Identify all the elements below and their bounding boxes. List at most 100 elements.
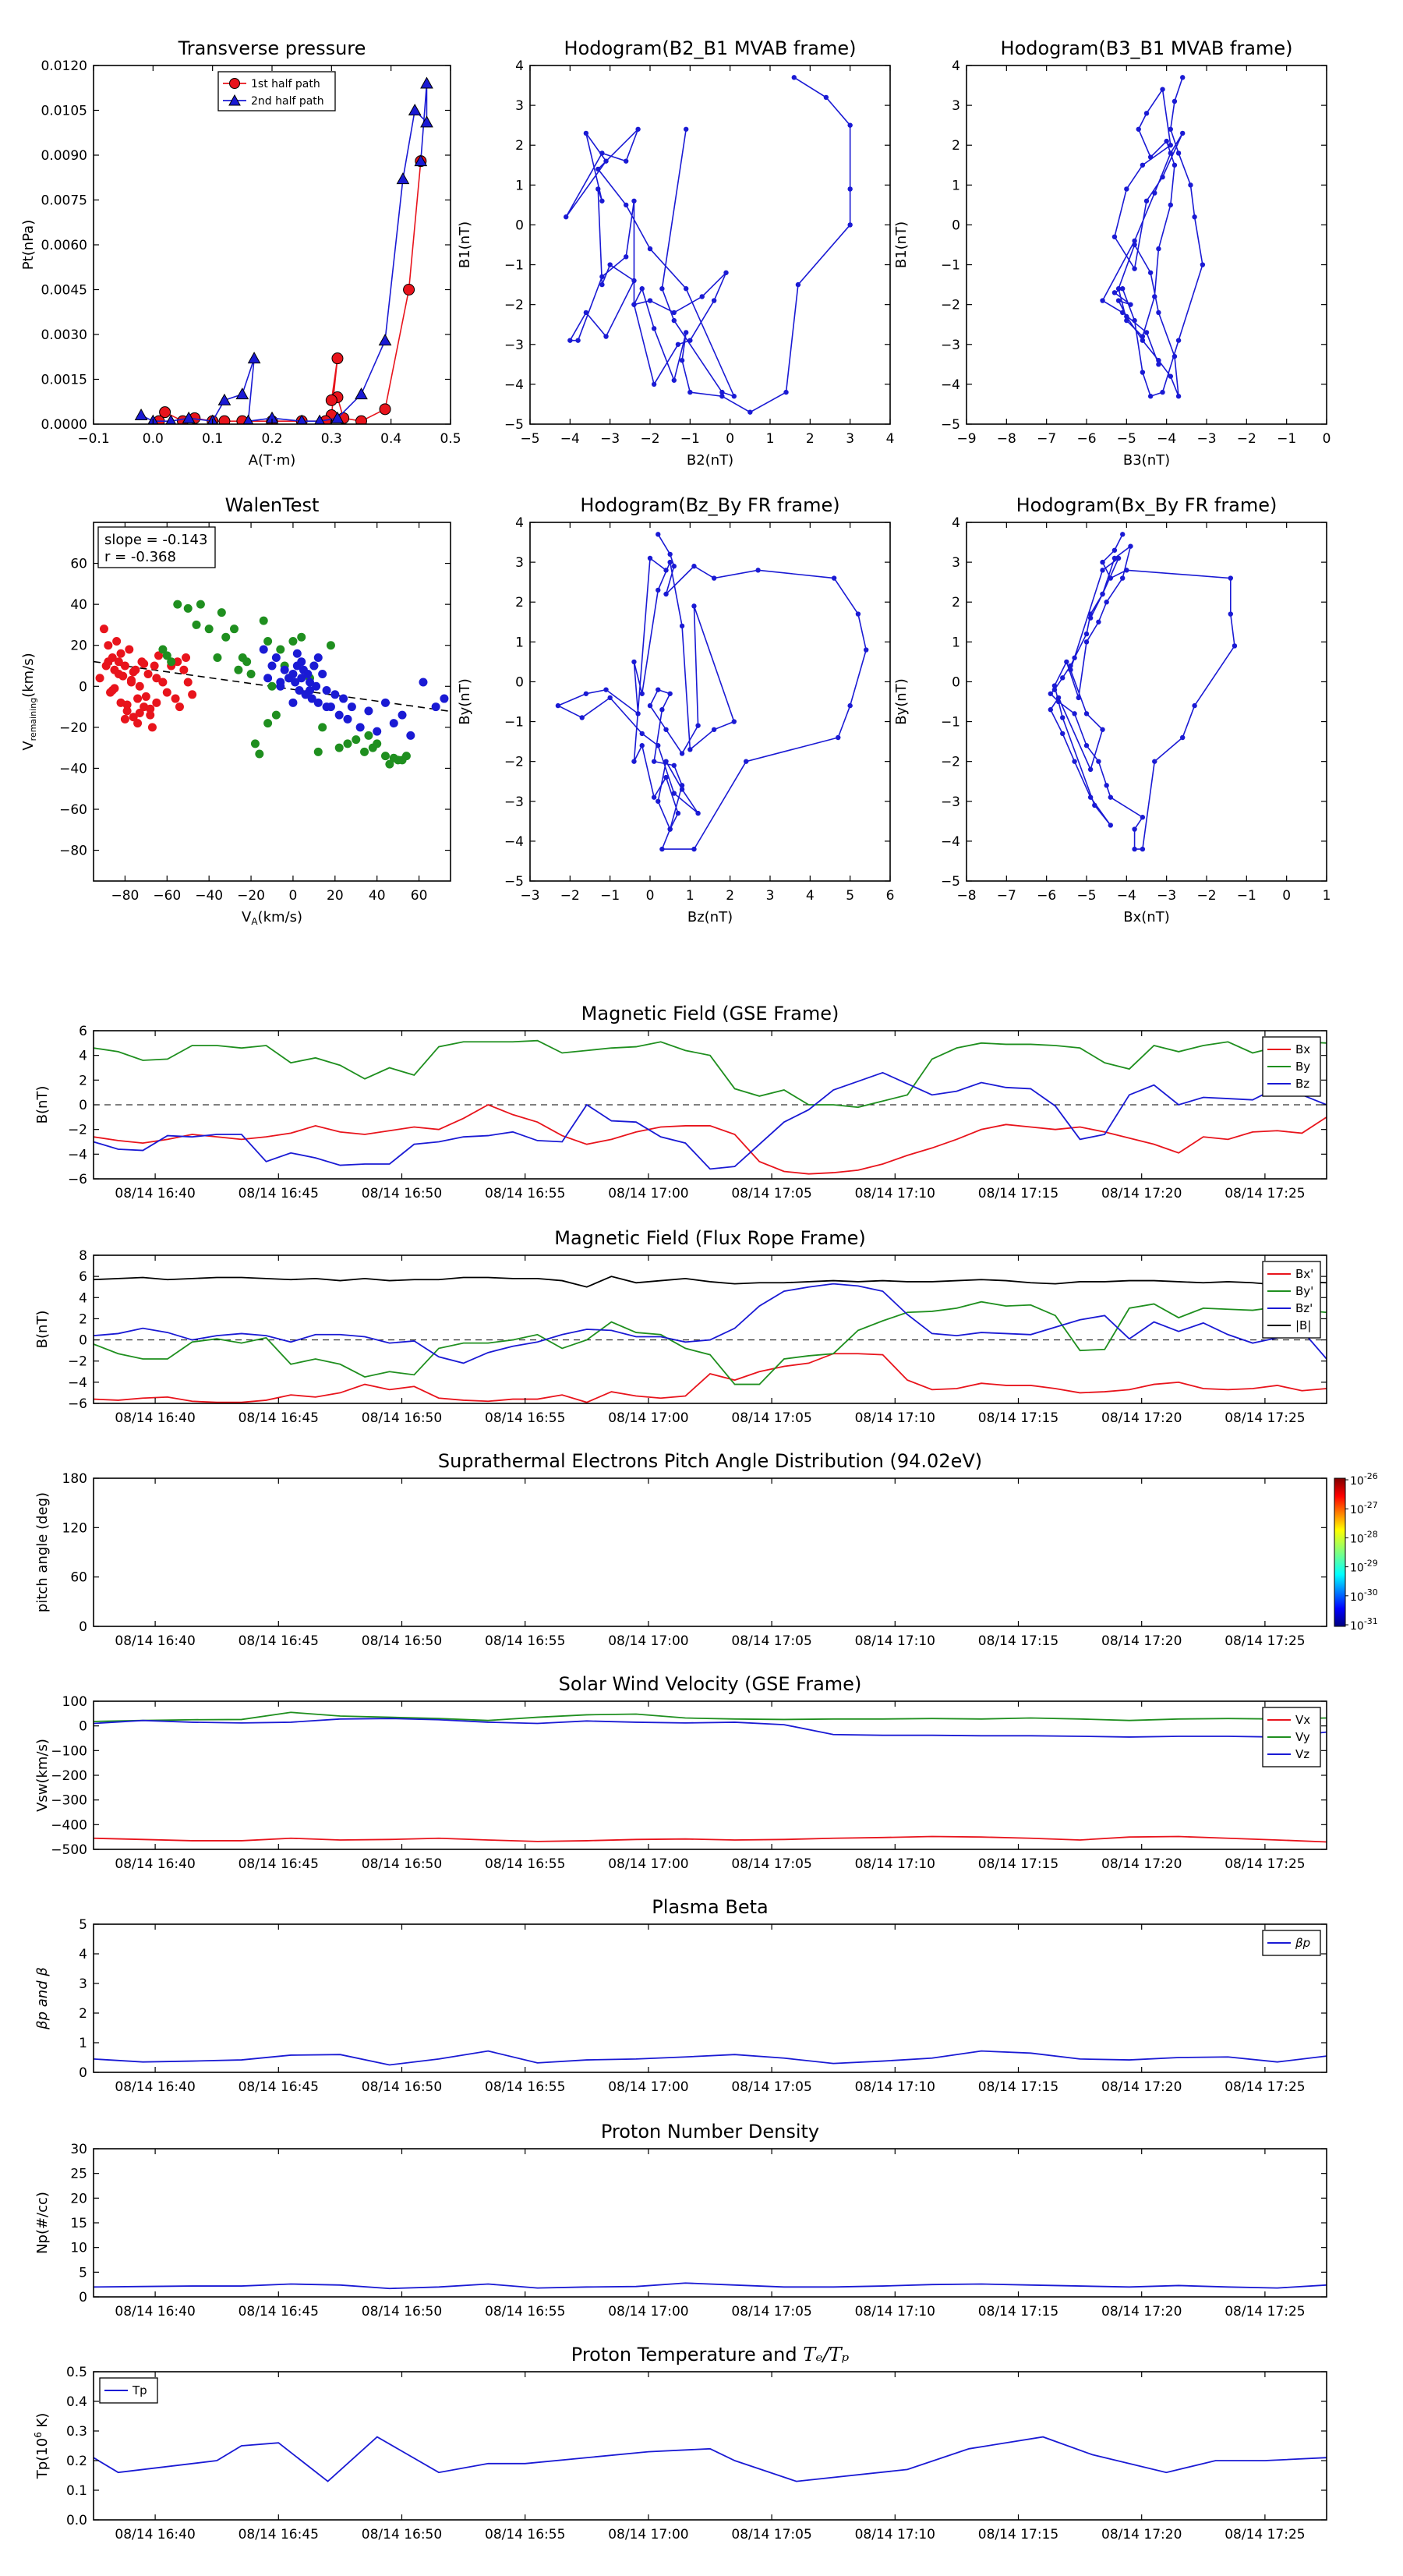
vsw-chart: Solar Wind Velocity (GSE Frame) −500 −400 −…: [34, 1673, 1327, 1872]
series-point: [1156, 358, 1161, 363]
series-point: [331, 352, 344, 365]
x-tick-label: −1: [600, 888, 620, 904]
series-point: [1108, 794, 1114, 800]
y-tick-label: 0.5: [66, 2365, 87, 2380]
series-point: [1083, 631, 1090, 637]
series-point: [322, 686, 331, 695]
series-point: [639, 691, 645, 696]
x-tick-label: 08/14 16:50: [362, 2527, 442, 2542]
series-line-Vz: [94, 1718, 1327, 1738]
axes-frame: [966, 522, 1327, 882]
chart-title: Hodogram(Bz_By FR frame): [580, 494, 839, 516]
series-point: [165, 414, 177, 424]
series-point: [1100, 727, 1105, 732]
series-point: [1232, 643, 1238, 649]
y-tick-label: −2: [68, 1354, 87, 1370]
y-tick-label: −200: [51, 1768, 87, 1784]
y-tick-label: −1: [504, 715, 524, 731]
series-point: [1140, 338, 1146, 343]
pad-chart: Suprathermal Electrons Pitch Angle Distr…: [34, 1450, 1378, 1649]
x-tick-label: 1: [686, 888, 694, 904]
series-point: [1128, 302, 1133, 307]
x-tick-label: 08/14 16:40: [115, 1633, 195, 1649]
series-point: [396, 172, 410, 185]
series-point: [847, 122, 853, 128]
series-point: [288, 636, 298, 646]
legend-marker: [228, 94, 241, 106]
series-point: [555, 702, 561, 709]
series-line-βp: [94, 2050, 1327, 2066]
chart-title: Plasma Beta: [652, 1896, 768, 1918]
series-point: [235, 387, 249, 400]
x-tick-label: 08/14 17:10: [855, 1410, 935, 1426]
y-tick-label: 0.0105: [41, 104, 87, 119]
series-point: [267, 681, 277, 691]
series-point: [599, 274, 605, 280]
series-point: [635, 711, 641, 717]
series-point: [379, 403, 391, 416]
series-point: [607, 262, 613, 267]
series-point: [1152, 759, 1157, 764]
series-point: [313, 653, 323, 662]
x-tick-label: 08/14 17:25: [1225, 1856, 1305, 1872]
series-point: [684, 330, 689, 335]
y-axis-label-unit: (km/s): [20, 653, 37, 697]
series-point: [385, 759, 394, 769]
x-tick-label: −60: [153, 888, 181, 904]
series-point: [659, 286, 665, 292]
legend-label: Vy: [1295, 1730, 1310, 1744]
series-point: [373, 727, 382, 736]
series-point: [218, 415, 231, 424]
series-point: [414, 154, 428, 167]
y-tick-label: 0: [79, 679, 87, 695]
x-tick-label: 08/14 16:55: [485, 2079, 565, 2095]
y-tick-label: 4: [952, 58, 960, 74]
x-tick-label: 08/14 16:55: [485, 1410, 565, 1426]
y-tick-label: 2: [952, 138, 960, 154]
series-point: [116, 649, 125, 658]
x-tick-label: 08/14 16:40: [115, 2304, 195, 2319]
y-axis-label: B(nT): [34, 1086, 51, 1124]
x-tick-label: 08/14 16:40: [115, 2079, 195, 2095]
series-point: [647, 702, 653, 709]
y-tick-label: 180: [62, 1471, 87, 1487]
x-tick-label: 08/14 17:10: [855, 1633, 935, 1649]
series-point: [295, 686, 304, 695]
y-tick-label: 60: [70, 1570, 87, 1586]
series-point: [263, 636, 273, 646]
y-tick-label: −5: [504, 417, 524, 433]
x-tick-label: −7: [1037, 431, 1056, 447]
x-tick-label: 4: [886, 431, 895, 447]
y-tick-label: −5: [504, 874, 524, 890]
y-tick-label: 0: [515, 674, 524, 690]
series-point: [196, 600, 205, 609]
x-tick-label: −7: [997, 888, 1016, 904]
x-tick-label: 08/14 17:20: [1101, 2079, 1182, 2095]
series-point: [1072, 759, 1077, 764]
x-tick-label: −6: [1037, 888, 1056, 904]
series-point: [204, 625, 214, 634]
h2-chart: Hodogram(B3_B1 MVAB frame) −5 −4 −3 −2 −1 0 1 2 3…: [893, 37, 1331, 469]
y-tick-label: 0.3: [66, 2424, 87, 2440]
y-tick-label: 3: [952, 555, 960, 571]
series-point: [255, 749, 264, 759]
x-tick-label: 0.5: [440, 431, 461, 447]
series-point: [1115, 286, 1122, 292]
colorbar-label: 10-26: [1350, 1471, 1378, 1488]
plot-area: [555, 532, 869, 852]
series-point: [140, 659, 149, 668]
y-tick-label: 8: [79, 1248, 87, 1264]
y-axis-label: B1(nT): [893, 221, 910, 268]
series-point: [639, 731, 645, 737]
h3-chart: Hodogram(Bz_By FR frame) −5 −4 −3 −2 −1 0 1 2 3 4 −…: [457, 494, 894, 925]
chart-title: Hodogram(B2_B1 MVAB frame): [564, 37, 857, 59]
series-point: [656, 587, 661, 593]
series-point: [259, 616, 268, 625]
series-point: [360, 747, 369, 756]
series-point: [795, 281, 801, 288]
legend-marker: [229, 78, 240, 89]
y-tick-label: 0: [79, 1619, 87, 1635]
y-tick-label: 2: [79, 1073, 87, 1088]
y-tick-label: −1: [941, 258, 960, 274]
x-tick-label: 0.2: [261, 431, 282, 447]
